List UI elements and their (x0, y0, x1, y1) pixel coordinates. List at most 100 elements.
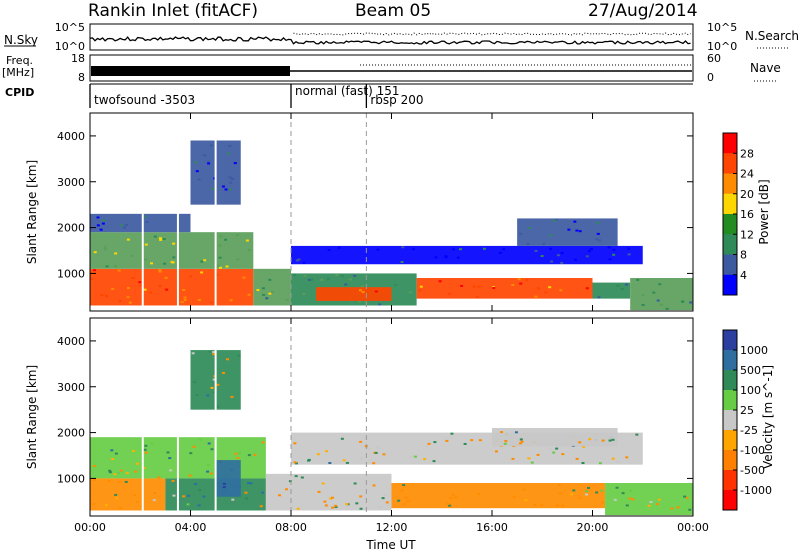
power-speckle (658, 283, 662, 286)
power-speckle (145, 221, 149, 224)
power-speckle (567, 228, 571, 231)
power-speckle (310, 278, 314, 281)
power-speckle (256, 289, 260, 292)
power-speckle (138, 284, 142, 287)
velocity-colorbar-tick: -25 (740, 424, 758, 437)
power-speckle (165, 288, 169, 291)
velocity-speckle (470, 439, 474, 442)
velocity-speckle (324, 504, 328, 507)
velocity-speckle (345, 503, 349, 506)
power-speckle (360, 285, 364, 288)
velocity-y-tick-label: 2000 (57, 427, 85, 440)
velocity-speckle (237, 354, 241, 357)
velocity-speckle (261, 491, 265, 494)
velocity-speckle (244, 491, 248, 494)
power-region (416, 278, 593, 299)
power-speckle (353, 274, 357, 277)
power-speckle (247, 293, 251, 296)
velocity-speckle (520, 440, 524, 443)
time-tick-label: 08:00 (275, 521, 307, 534)
nsky-trace (89, 36, 691, 45)
velocity-speckle (512, 495, 516, 498)
power-speckle (172, 256, 176, 259)
power-speckle (544, 291, 548, 294)
power-speckle (200, 260, 204, 263)
velocity-speckle (432, 460, 436, 463)
cpid-segment-label: normal (fast) 151 (295, 84, 399, 98)
velocity-colorbar-label: Velocity [m s^-1] (761, 365, 775, 469)
velocity-speckle (114, 452, 118, 455)
velocity-speckle (514, 431, 518, 434)
velocity-speckle (582, 445, 586, 448)
power-speckle (526, 242, 530, 245)
power-speckle (537, 287, 541, 290)
power-speckle (200, 271, 204, 274)
power-speckle (124, 224, 128, 227)
power-speckle (612, 253, 616, 256)
power-speckle (128, 301, 132, 304)
velocity-speckle (330, 496, 334, 499)
velocity-speckle (423, 458, 427, 461)
power-speckle (219, 235, 223, 238)
power-y-tick-label: 3000 (57, 176, 85, 189)
power-speckle (598, 239, 602, 242)
velocity-speckle (372, 462, 376, 465)
velocity-speckle (144, 444, 148, 447)
power-speckle (434, 256, 438, 259)
power-region (592, 282, 631, 299)
velocity-speckle (328, 462, 332, 465)
power-speckle (502, 248, 506, 251)
power-speckle (419, 285, 423, 288)
power-speckle (477, 285, 481, 288)
velocity-speckle (325, 450, 329, 453)
velocity-speckle (595, 491, 599, 494)
time-tick-label: 16:00 (476, 521, 508, 534)
power-speckle (221, 185, 225, 188)
velocity-speckle (222, 371, 226, 374)
velocity-speckle (222, 486, 226, 489)
velocity-speckle (209, 472, 213, 475)
velocity-speckle (226, 358, 230, 361)
power-speckle (268, 292, 272, 295)
power-speckle (183, 298, 187, 301)
power-panel: Slant Range [km] 1000 2000 3000 4000 (25, 112, 694, 312)
power-speckle (337, 246, 341, 249)
power-speckle (374, 290, 378, 293)
power-colorbar-tick: 24 (740, 168, 754, 181)
power-speckle (302, 261, 306, 264)
velocity-speckle (340, 437, 344, 440)
power-speckle (459, 248, 463, 251)
power-speckle (659, 303, 663, 306)
power-speckle (117, 269, 121, 272)
velocity-speckle (402, 484, 406, 487)
velocity-speckle (367, 447, 371, 450)
power-speckle (207, 162, 211, 165)
velocity-speckle (210, 386, 214, 389)
velocity-colorbar-tick: -1000 (740, 484, 772, 497)
power-speckle (224, 188, 228, 191)
velocity-speckle (135, 500, 139, 503)
velocity-speckle (530, 461, 534, 464)
velocity-speckle (193, 482, 197, 485)
velocity-speckle (294, 475, 298, 478)
power-colorbar-swatch (723, 274, 737, 296)
power-speckle (231, 177, 235, 180)
velocity-colorbar-swatch (723, 430, 737, 451)
velocity-speckle (355, 502, 359, 505)
power-colorbar-swatch (723, 153, 737, 174)
power-colorbar-tick: 12 (740, 228, 754, 241)
power-speckle (475, 296, 479, 299)
power-speckle (225, 265, 229, 268)
velocity-speckle (144, 451, 148, 454)
velocity-colorbar-tick: 25 (740, 404, 754, 417)
power-colorbar-swatch (723, 214, 737, 235)
velocity-speckle (277, 494, 281, 497)
power-speckle (302, 293, 306, 296)
power-speckle (229, 181, 233, 184)
power-speckle (620, 287, 624, 290)
power-speckle (119, 224, 123, 227)
power-speckle (456, 256, 460, 259)
power-speckle (578, 230, 582, 233)
velocity-speckle (321, 482, 325, 485)
power-speckle (472, 285, 476, 288)
